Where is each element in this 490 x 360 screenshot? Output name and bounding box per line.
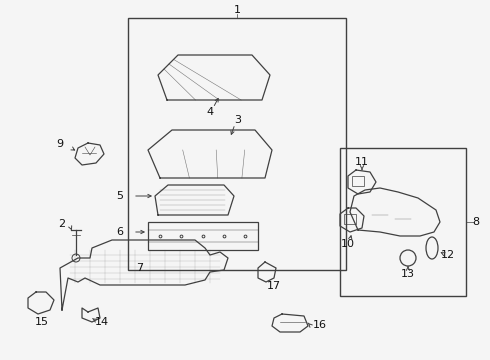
Text: 9: 9: [56, 139, 64, 149]
Text: 15: 15: [35, 317, 49, 327]
Bar: [148, 222, 258, 250]
Text: 2: 2: [58, 219, 66, 229]
Text: 10: 10: [341, 239, 355, 249]
Text: 7: 7: [136, 263, 144, 273]
Text: 1: 1: [234, 5, 241, 15]
Text: 4: 4: [206, 107, 214, 117]
Text: 11: 11: [355, 157, 369, 167]
Text: 17: 17: [267, 281, 281, 291]
Text: 13: 13: [401, 269, 415, 279]
Text: 6: 6: [117, 227, 123, 237]
Text: 14: 14: [95, 317, 109, 327]
Bar: [340, 148, 466, 296]
Bar: [128, 18, 346, 270]
Text: 12: 12: [441, 250, 455, 260]
Bar: [344, 214, 356, 224]
Text: 5: 5: [117, 191, 123, 201]
Text: 16: 16: [313, 320, 327, 330]
Bar: [352, 176, 364, 186]
Text: 3: 3: [235, 115, 242, 125]
Text: 8: 8: [472, 217, 480, 227]
